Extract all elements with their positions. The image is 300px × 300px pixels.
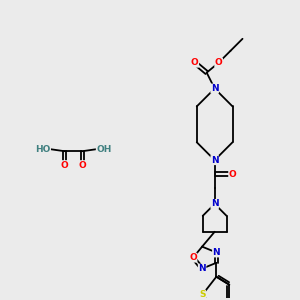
Text: N: N	[212, 248, 220, 257]
Text: O: O	[189, 253, 197, 262]
Text: O: O	[79, 160, 86, 169]
Text: O: O	[215, 58, 223, 67]
Text: O: O	[61, 160, 68, 169]
Text: HO: HO	[35, 145, 50, 154]
Text: S: S	[199, 290, 206, 299]
Text: N: N	[198, 264, 206, 273]
Text: N: N	[211, 156, 218, 165]
Text: N: N	[211, 200, 218, 208]
Text: N: N	[211, 84, 218, 93]
Text: O: O	[229, 169, 236, 178]
Text: OH: OH	[96, 145, 112, 154]
Text: O: O	[191, 58, 199, 67]
